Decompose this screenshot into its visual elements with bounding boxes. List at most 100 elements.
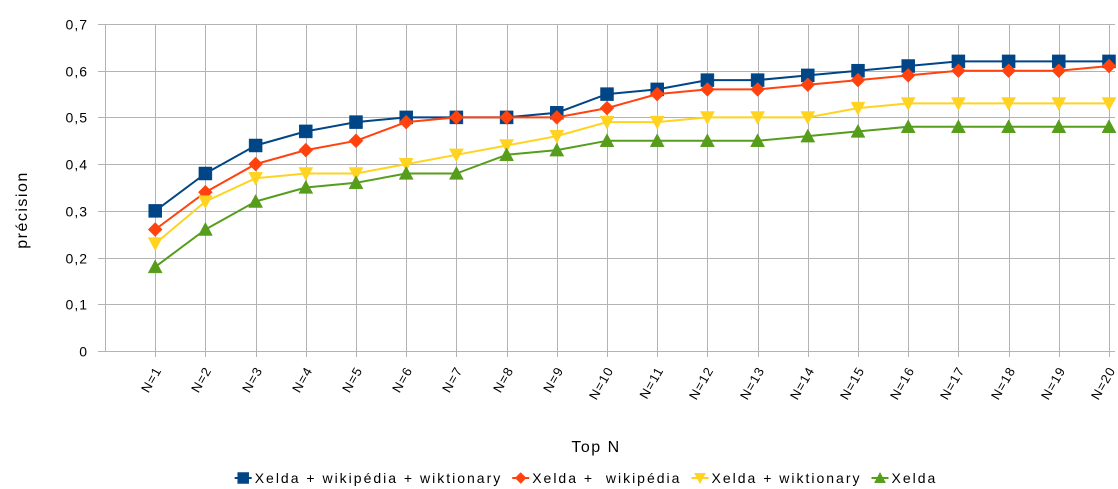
axes [98, 24, 1115, 357]
legend-label: Xelda [892, 470, 938, 486]
x-tick-label: N=8 [490, 364, 517, 395]
series-4-point [348, 175, 364, 190]
series-3-point [1001, 97, 1017, 111]
series-4-point [1001, 119, 1017, 133]
series-4-point [549, 142, 565, 157]
series-4-point [750, 133, 766, 147]
series-2-point [850, 72, 866, 88]
series-3-point [248, 171, 264, 186]
x-tick-label: N=11 [636, 364, 666, 401]
series-4-point [448, 165, 464, 180]
legend-label: Xelda + wikipédia [532, 470, 681, 486]
y-tick-label: 0,4 [66, 157, 88, 173]
y-tick-label: 0,3 [66, 204, 88, 220]
legend-item-4: Xelda [871, 470, 938, 486]
series-2-point [298, 142, 314, 158]
series-4-point [800, 128, 816, 143]
x-tick-label: N=19 [1038, 364, 1069, 402]
y-tick-label: 0,6 [66, 64, 88, 80]
series-2-point [398, 114, 414, 130]
series-2-point [649, 86, 665, 102]
series-4-point [599, 133, 615, 147]
series-4-point [699, 133, 715, 147]
legend-marker-swatch [874, 471, 886, 483]
series-4-point [147, 259, 163, 274]
series-4-point [1051, 119, 1067, 133]
x-tick-label: N=1 [138, 364, 165, 395]
series-1-point [248, 138, 263, 153]
series-2-point [549, 110, 565, 125]
series-3-point [750, 111, 766, 125]
x-tick-label: N=15 [837, 364, 868, 402]
plot-series [147, 54, 1117, 274]
series-3-point [298, 167, 314, 182]
legend-marker-swatch [514, 472, 527, 484]
legend-item-3: Xelda + wiktionary [691, 470, 862, 486]
x-tick-label: N=7 [439, 364, 466, 395]
series-2-point [147, 222, 163, 237]
series-4-point [398, 165, 414, 180]
series-2-point [1101, 58, 1117, 74]
series-4-point [248, 193, 264, 208]
series-3-point [950, 97, 966, 111]
series-1-point [600, 87, 614, 101]
series-2-point [599, 100, 615, 116]
series-3-point [599, 115, 615, 130]
series-4-point [298, 179, 314, 194]
legend-marker-swatch [237, 472, 249, 484]
series-2-line [154, 65, 1110, 231]
series-2-point [348, 133, 364, 149]
series-4-point [850, 123, 866, 138]
x-tick-label: N=14 [787, 364, 818, 402]
legend-item-1: Xelda + wikipédia + wiktionary [234, 470, 500, 486]
x-tick-label: N=4 [289, 364, 316, 395]
x-tick-label: N=3 [239, 364, 266, 395]
x-tick-label: N=18 [988, 364, 1019, 402]
x-tick-label: N=16 [887, 364, 918, 402]
series-3-point [900, 97, 916, 111]
series-4-point [499, 147, 515, 162]
series-4 [147, 119, 1117, 274]
series-1-point [148, 204, 162, 218]
series-3 [147, 97, 1117, 252]
x-tick-label: N=12 [686, 364, 717, 402]
series-3-point [197, 195, 213, 210]
series-2-point [951, 63, 966, 79]
y-tick-label: 0,2 [66, 251, 88, 267]
x-tick-label: N=5 [339, 364, 366, 395]
series-2-point [1051, 63, 1067, 79]
series-1-point [198, 166, 213, 181]
legend: Xelda + wikipédia + wiktionary Xelda + wi… [234, 470, 938, 486]
legend-label: Xelda + wiktionary [712, 470, 862, 486]
series-4-point [1101, 119, 1117, 133]
y-tick-label: 0 [79, 344, 88, 360]
series-2-point [700, 82, 715, 97]
series-3-point [549, 129, 565, 144]
y-axis-tick-labels: 0 0,1 0,2 0,3 0,4 0,5 0,6 0,7 [66, 17, 88, 360]
series-4-point [197, 221, 213, 236]
series-2-point [449, 110, 464, 125]
series-3-line [154, 102, 1110, 245]
series-2-point [750, 82, 765, 97]
x-axis-tick-labels: N=1 N=2 N=3 N=4 N=5 N=6 N=7 N=8 N=9 N=10 N=11 N=12 N… [138, 364, 1118, 402]
series-1-point [299, 124, 313, 139]
x-axis-title: Top N [571, 439, 620, 456]
series-3-point [398, 157, 414, 172]
series-2 [147, 58, 1117, 237]
series-1-line [154, 60, 1110, 212]
series-3-point [147, 237, 163, 252]
series-1-point [349, 115, 363, 129]
y-tick-label: 0,5 [66, 110, 88, 126]
x-tick-label: N=6 [389, 364, 416, 395]
series-3-point [850, 101, 866, 116]
series-2-point [499, 110, 514, 125]
series-4-point [950, 119, 966, 133]
series-1 [148, 54, 1116, 218]
y-tick-label: 0,7 [66, 17, 88, 33]
series-2-point [1001, 63, 1016, 79]
series-4-line [154, 125, 1110, 268]
y-axis-title: précision [14, 171, 31, 249]
x-tick-label: N=9 [540, 364, 567, 395]
x-tick-label: N=10 [586, 364, 617, 402]
